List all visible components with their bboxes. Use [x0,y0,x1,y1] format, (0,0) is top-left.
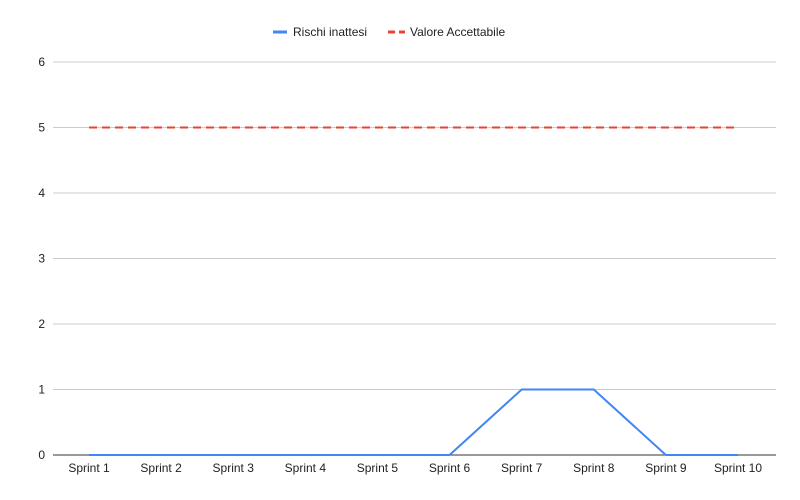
legend: Rischi inattesi Valore Accettabile [273,25,505,39]
x-tick-label: Sprint 5 [357,461,399,475]
series-lines [89,126,738,456]
legend-item: Rischi inattesi [273,25,367,39]
x-tick-label: Sprint 2 [140,461,182,475]
legend-label: Valore Accettabile [410,25,505,39]
series-line-rischi-inattesi [89,388,738,456]
y-tick-label: 3 [38,252,45,266]
legend-item: Valore Accettabile [388,25,505,39]
y-tick-label: 2 [38,317,45,331]
x-tick-label: Sprint 10 [714,461,762,475]
y-tick-label: 6 [38,55,45,69]
x-tick-label: Sprint 9 [645,461,687,475]
x-tick-label: Sprint 7 [501,461,543,475]
x-tick-label: Sprint 4 [285,461,327,475]
y-tick-label: 0 [38,448,45,462]
grid-lines [53,61,776,390]
y-tick-label: 5 [38,121,45,135]
y-tick-label: 1 [38,383,45,397]
legend-label: Rischi inattesi [293,25,367,39]
x-tick-label: Sprint 8 [573,461,615,475]
x-tick-label: Sprint 3 [213,461,255,475]
x-tick-label: Sprint 6 [429,461,471,475]
x-tick-label: Sprint 1 [68,461,110,475]
axes: 0 1 2 3 4 5 6 Sprint 1 Sprint 2 Sprint 3 Sprint 4 S… [38,55,776,475]
y-tick-label: 4 [38,186,45,200]
